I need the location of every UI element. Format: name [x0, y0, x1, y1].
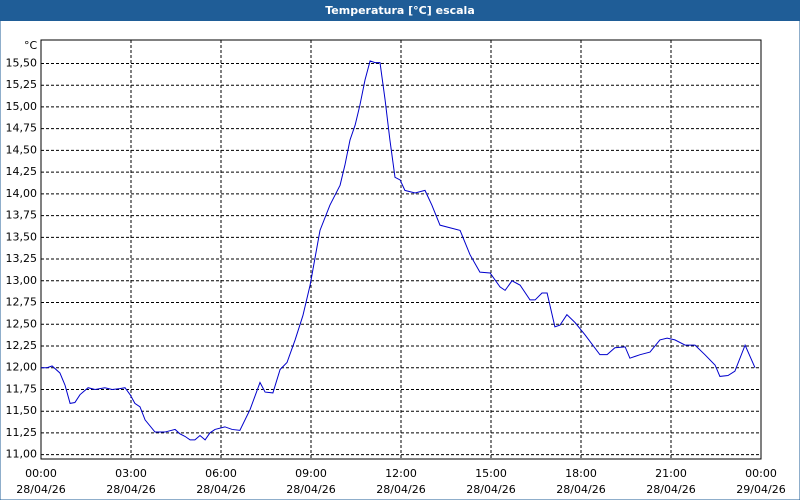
x-tick-label: 09:00 — [295, 467, 327, 480]
y-tick-label: 14,50 — [6, 143, 38, 156]
y-tick-label: 11,75 — [6, 382, 38, 395]
title-bar — [0, 0, 800, 21]
x-tick-label: 18:00 — [565, 467, 597, 480]
y-tick-label: 15,00 — [6, 100, 38, 113]
x-tick-date: 28/04/26 — [196, 483, 245, 496]
x-tick-date: 28/04/26 — [466, 483, 515, 496]
x-tick-date: 28/04/26 — [556, 483, 605, 496]
x-tick-label: 00:00 — [25, 467, 57, 480]
y-tick-label: 12,00 — [6, 361, 38, 374]
y-tick-label: 11,00 — [6, 448, 38, 461]
y-tick-label: 14,25 — [6, 165, 38, 178]
x-tick-label: 06:00 — [205, 467, 237, 480]
x-tick-label: 03:00 — [115, 467, 147, 480]
x-tick-date: 28/04/26 — [286, 483, 335, 496]
y-tick-label: 13,50 — [6, 230, 38, 243]
y-tick-label: 14,00 — [6, 187, 38, 200]
y-tick-label: 12,75 — [6, 296, 38, 309]
x-tick-date: 28/04/26 — [106, 483, 155, 496]
y-tick-label: 11,25 — [6, 426, 38, 439]
x-tick-label: 21:00 — [655, 467, 687, 480]
y-tick-label: 13,25 — [6, 252, 38, 265]
x-tick-label: 00:00 — [745, 467, 777, 480]
y-unit: °C — [24, 39, 38, 52]
x-tick-date: 28/04/26 — [16, 483, 65, 496]
y-tick-label: 14,75 — [6, 122, 38, 135]
chart-title: Temperatura [°C] escala — [325, 4, 475, 17]
x-tick-date: 28/04/26 — [376, 483, 425, 496]
y-tick-label: 15,50 — [6, 56, 38, 69]
y-tick-label: 12,25 — [6, 339, 38, 352]
y-tick-label: 13,00 — [6, 274, 38, 287]
data-line — [41, 60, 756, 441]
y-tick-label: 11,50 — [6, 404, 38, 417]
x-tick-date: 29/04/26 — [736, 483, 785, 496]
x-tick-date: 28/04/26 — [646, 483, 695, 496]
x-tick-label: 15:00 — [475, 467, 507, 480]
y-tick-label: 15,25 — [6, 78, 38, 91]
y-tick-label: 12,50 — [6, 317, 38, 330]
x-tick-label: 12:00 — [385, 467, 417, 480]
y-tick-label: 13,75 — [6, 209, 38, 222]
